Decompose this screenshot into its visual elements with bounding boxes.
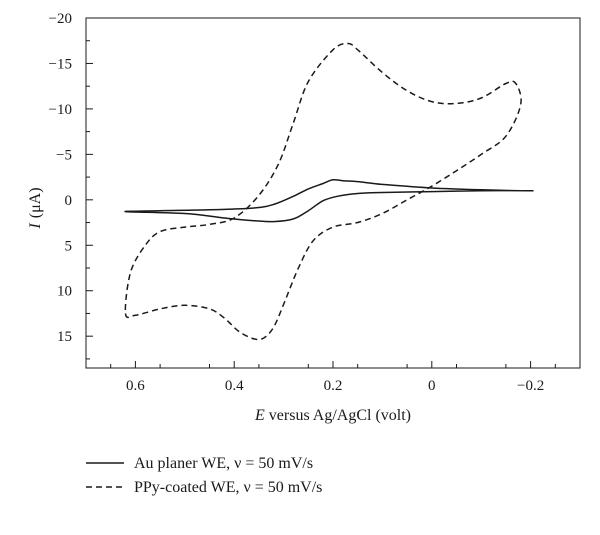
x-tick-label: 0.4 <box>225 378 244 394</box>
y-tick-label: −20 <box>49 11 72 27</box>
y-axis-label: I (μA) <box>27 187 44 229</box>
legend: Au planer WE, ν = 50 mV/s PPy-coated WE,… <box>86 455 322 496</box>
series-au-planer-curve <box>124 178 534 223</box>
x-tick-label: 0.6 <box>126 378 145 394</box>
y-tick-label: −5 <box>56 147 72 163</box>
data-series-layer <box>124 42 534 341</box>
x-axis-label: E versus Ag/AgCl (volt) <box>254 407 411 424</box>
x-axis-ticks: 0.6 0.4 0.2 0 −0.2 <box>110 361 556 394</box>
series-ppy-coated-curve <box>124 42 522 341</box>
y-tick-label: 10 <box>57 284 72 300</box>
x-axis-label-symbol: E <box>254 407 265 424</box>
y-tick-label: −10 <box>49 102 72 118</box>
x-tick-label: 0 <box>428 378 436 394</box>
x-axis-label-text: versus Ag/AgCl (volt) <box>265 407 411 424</box>
y-tick-label: −15 <box>49 56 72 72</box>
y-tick-label: 0 <box>65 193 73 209</box>
y-axis-ticks: −20 −15 −10 −5 0 5 10 15 <box>49 11 93 360</box>
x-tick-label: −0.2 <box>517 378 544 394</box>
legend-label-au-planer: Au planer WE, ν = 50 mV/s <box>134 455 313 472</box>
y-tick-label: 5 <box>65 238 73 254</box>
y-axis-label-text: (μA) <box>27 187 44 218</box>
x-tick-label: 0.2 <box>324 378 343 394</box>
y-tick-label: 15 <box>57 329 72 345</box>
plot-frame <box>85 17 581 369</box>
legend-label-ppy-coated: PPy-coated WE, ν = 50 mV/s <box>134 479 322 496</box>
y-axis-label-symbol: I <box>27 223 44 230</box>
